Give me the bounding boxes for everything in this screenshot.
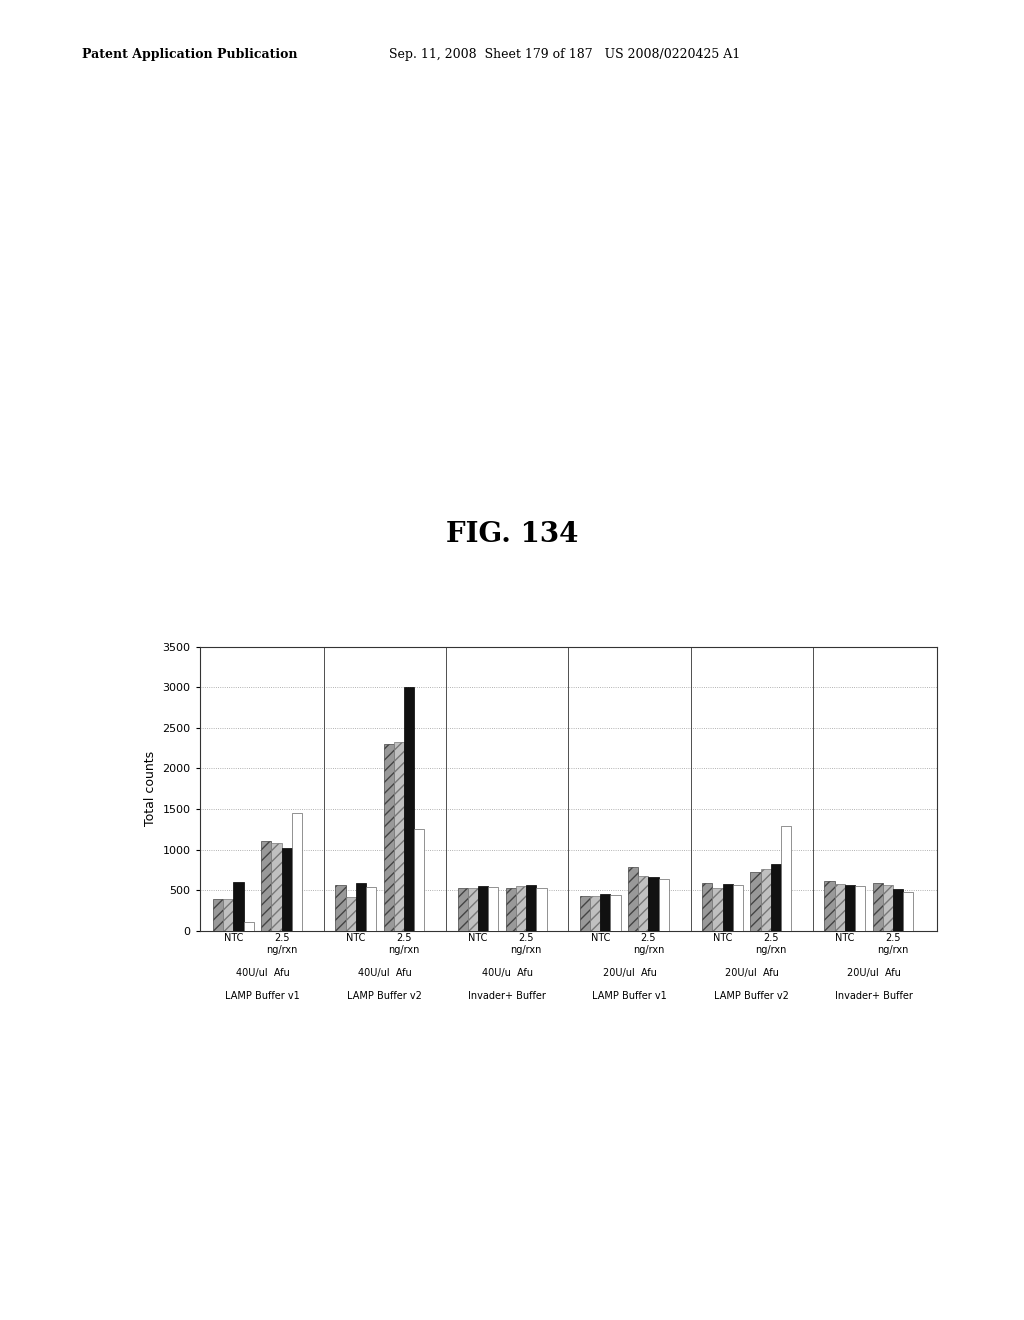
- Bar: [580, 896, 590, 931]
- Text: Invader+ Buffer: Invader+ Buffer: [835, 991, 913, 1002]
- Bar: [855, 886, 865, 931]
- Bar: [403, 688, 414, 931]
- Bar: [526, 886, 537, 931]
- Bar: [638, 876, 648, 931]
- Bar: [282, 847, 292, 931]
- Bar: [824, 882, 835, 931]
- Bar: [506, 887, 516, 931]
- Text: 40U/ul  Afu: 40U/ul Afu: [236, 968, 290, 978]
- Bar: [345, 896, 355, 931]
- Y-axis label: Total counts: Total counts: [144, 751, 157, 826]
- Bar: [702, 883, 713, 931]
- Bar: [488, 887, 499, 931]
- Bar: [600, 894, 610, 931]
- Bar: [468, 887, 478, 931]
- Text: LAMP Buffer v1: LAMP Buffer v1: [225, 991, 300, 1002]
- Text: 20U/ul  Afu: 20U/ul Afu: [847, 968, 901, 978]
- Bar: [872, 883, 883, 931]
- Bar: [761, 869, 771, 931]
- Bar: [233, 882, 244, 931]
- Bar: [628, 866, 638, 931]
- Bar: [883, 886, 893, 931]
- Bar: [713, 888, 723, 931]
- Text: LAMP Buffer v2: LAMP Buffer v2: [715, 991, 790, 1002]
- Bar: [610, 895, 621, 931]
- Bar: [845, 886, 855, 931]
- Bar: [384, 744, 393, 931]
- Text: Sep. 11, 2008  Sheet 179 of 187   US 2008/0220425 A1: Sep. 11, 2008 Sheet 179 of 187 US 2008/0…: [389, 48, 740, 61]
- Bar: [393, 742, 403, 931]
- Bar: [771, 865, 781, 931]
- Bar: [781, 826, 792, 931]
- Bar: [366, 887, 376, 931]
- Bar: [590, 896, 600, 931]
- Bar: [223, 899, 233, 931]
- Bar: [458, 887, 468, 931]
- Bar: [261, 841, 271, 931]
- Bar: [271, 843, 282, 931]
- Text: Patent Application Publication: Patent Application Publication: [82, 48, 297, 61]
- Text: LAMP Buffer v2: LAMP Buffer v2: [347, 991, 422, 1002]
- Bar: [537, 887, 547, 931]
- Bar: [516, 886, 526, 931]
- Bar: [355, 883, 366, 931]
- Text: LAMP Buffer v1: LAMP Buffer v1: [592, 991, 667, 1002]
- Bar: [835, 883, 845, 931]
- Text: 40U/ul  Afu: 40U/ul Afu: [358, 968, 412, 978]
- Text: Invader+ Buffer: Invader+ Buffer: [468, 991, 546, 1002]
- Bar: [723, 884, 733, 931]
- Bar: [903, 892, 913, 931]
- Bar: [244, 923, 254, 931]
- Text: 40U/u  Afu: 40U/u Afu: [481, 968, 532, 978]
- Bar: [292, 813, 302, 931]
- Bar: [733, 886, 743, 931]
- Bar: [213, 899, 223, 931]
- Bar: [414, 829, 424, 931]
- Text: 20U/ul  Afu: 20U/ul Afu: [725, 968, 778, 978]
- Bar: [648, 876, 658, 931]
- Bar: [336, 886, 345, 931]
- Text: 20U/ul  Afu: 20U/ul Afu: [602, 968, 656, 978]
- Bar: [893, 890, 903, 931]
- Text: FIG. 134: FIG. 134: [445, 521, 579, 548]
- Bar: [751, 873, 761, 931]
- Bar: [478, 886, 488, 931]
- Bar: [658, 879, 669, 931]
